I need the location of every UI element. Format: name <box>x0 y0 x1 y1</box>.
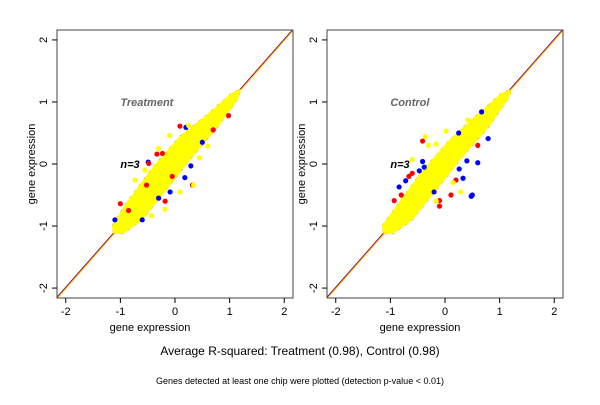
data-point <box>416 168 422 174</box>
x-tick-label: -1 <box>115 306 125 318</box>
data-point <box>420 158 426 165</box>
data-point <box>409 157 415 163</box>
data-point <box>465 117 471 123</box>
data-point <box>421 164 427 170</box>
data-point <box>485 135 491 142</box>
data-point <box>148 212 155 219</box>
data-point <box>417 173 424 180</box>
data-point <box>162 206 168 212</box>
data-point <box>142 167 148 173</box>
sample-size-annotation: n=3 <box>390 159 409 171</box>
data-point <box>406 173 412 180</box>
y-tick-label: 2 <box>308 37 320 43</box>
data-point <box>409 170 415 176</box>
data-point <box>146 160 152 166</box>
data-point <box>433 198 439 204</box>
dense-point-cloud-fill <box>381 88 513 234</box>
data-point <box>475 160 481 166</box>
data-point <box>182 175 188 181</box>
x-tick-label: 0 <box>172 306 178 318</box>
data-point <box>431 189 437 195</box>
data-point <box>458 189 464 195</box>
x-tick-label: 1 <box>497 306 503 318</box>
plot-area <box>57 30 293 298</box>
x-tick-label: 2 <box>281 306 287 318</box>
data-point <box>433 141 439 147</box>
x-tick-label: 1 <box>227 306 233 318</box>
x-tick-label: -2 <box>61 306 71 318</box>
y-tick-label: 1 <box>38 99 50 105</box>
data-point <box>177 123 183 129</box>
data-point <box>443 128 449 134</box>
y-tick-label: 0 <box>308 161 320 167</box>
data-point <box>199 139 205 145</box>
data-point <box>132 177 138 183</box>
x-tick-label: -2 <box>331 306 341 318</box>
x-axis-label: gene expression <box>110 322 191 334</box>
y-tick-label: 1 <box>308 99 320 105</box>
data-point <box>112 217 118 223</box>
data-point <box>398 192 404 198</box>
data-point <box>420 138 426 144</box>
x-tick-label: 2 <box>551 306 557 318</box>
data-point <box>448 192 454 198</box>
data-point <box>186 122 192 129</box>
y-tick-label: -1 <box>308 221 320 231</box>
x-axis-label: gene expression <box>380 322 461 334</box>
data-point <box>456 166 462 172</box>
data-point <box>436 203 443 209</box>
data-point <box>422 134 428 140</box>
data-point <box>139 217 145 223</box>
x-tick-label: 0 <box>442 306 448 318</box>
data-point <box>156 195 162 201</box>
panel-control: -2 -1 0 1 2 -2 -1 0 1 2 gene expression gene expres… <box>296 29 564 334</box>
y-axis-label: gene expression <box>26 124 38 205</box>
y-tick-label: -2 <box>38 283 50 293</box>
data-point <box>450 180 456 186</box>
data-point <box>225 113 232 119</box>
data-point <box>426 142 432 148</box>
data-point <box>396 184 402 190</box>
data-point <box>472 127 478 133</box>
data-point <box>117 201 123 207</box>
data-point <box>169 173 175 180</box>
footnote-text: Genes detected at least one chip were pl… <box>156 376 444 386</box>
y-tick-label: 2 <box>38 37 50 43</box>
dense-point-cloud-fill <box>111 88 242 234</box>
summary-text: Average R-squared: Treatment (0.98), Con… <box>160 344 439 358</box>
y-tick-label: -1 <box>38 221 50 231</box>
panel-title: Treatment <box>120 97 174 109</box>
data-point <box>190 182 197 188</box>
panel-title: Control <box>390 97 430 109</box>
panel-treatment: -2 -1 0 1 2 -2 -1 0 1 2 gene expression gene expres… <box>26 29 294 334</box>
data-point <box>391 198 397 204</box>
data-point <box>460 175 466 181</box>
data-point <box>167 189 173 195</box>
data-point <box>464 158 470 164</box>
data-point <box>456 130 462 136</box>
data-point <box>154 151 160 157</box>
data-point <box>156 145 162 152</box>
data-point <box>143 182 150 188</box>
data-point <box>162 198 168 204</box>
data-point <box>479 109 485 115</box>
data-point <box>210 127 216 133</box>
data-point <box>196 155 203 161</box>
data-point <box>188 163 194 169</box>
x-tick-label: -1 <box>385 306 395 318</box>
plot-area <box>327 30 563 298</box>
data-point <box>403 178 409 184</box>
data-point <box>177 189 183 195</box>
data-point <box>469 192 475 198</box>
y-tick-label: 0 <box>38 161 50 167</box>
data-point <box>159 150 166 157</box>
y-tick-label: -2 <box>308 283 320 293</box>
y-axis-label: gene expression <box>296 124 308 205</box>
sample-size-annotation: n=3 <box>120 159 139 171</box>
data-point <box>125 207 132 214</box>
data-point <box>205 143 211 149</box>
data-point <box>475 142 481 148</box>
data-point <box>166 132 173 139</box>
